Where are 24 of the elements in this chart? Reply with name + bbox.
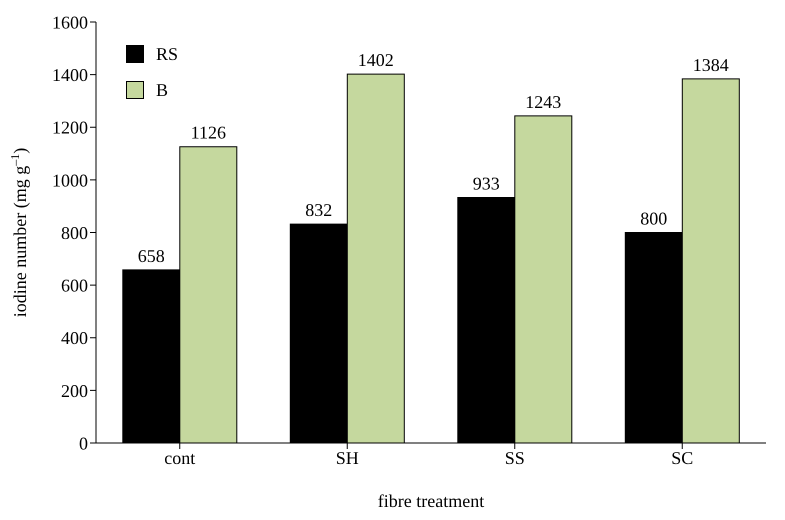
y-tick-label: 200: [61, 380, 88, 401]
y-tick-label: 800: [61, 222, 88, 243]
data-label: 658: [138, 246, 165, 266]
data-label: 1126: [190, 122, 226, 143]
x-tick-label: cont: [164, 448, 196, 468]
y-tick-label: 1600: [52, 12, 88, 32]
y-tick-label: 0: [79, 433, 88, 454]
data-label: 800: [640, 208, 668, 228]
data-label: 832: [305, 200, 332, 220]
y-tick-label: 1200: [52, 118, 88, 138]
data-label: 1384: [692, 54, 729, 75]
data-label: 1402: [358, 50, 394, 70]
x-tick-label: SH: [336, 448, 359, 468]
legend-label: RS: [156, 43, 178, 66]
data-label: 933: [472, 174, 500, 194]
y-tick-label: 600: [61, 276, 88, 296]
y-tick-label: 1400: [52, 65, 88, 86]
y-tick-label: 400: [61, 328, 88, 348]
legend-label: B: [156, 79, 168, 102]
x-axis-title: fibre treatment: [378, 491, 484, 511]
x-tick-label: SS: [504, 448, 525, 468]
y-tick-label: 1000: [52, 170, 88, 190]
data-label: 1243: [525, 92, 562, 112]
x-tick-label: SC: [671, 448, 694, 468]
